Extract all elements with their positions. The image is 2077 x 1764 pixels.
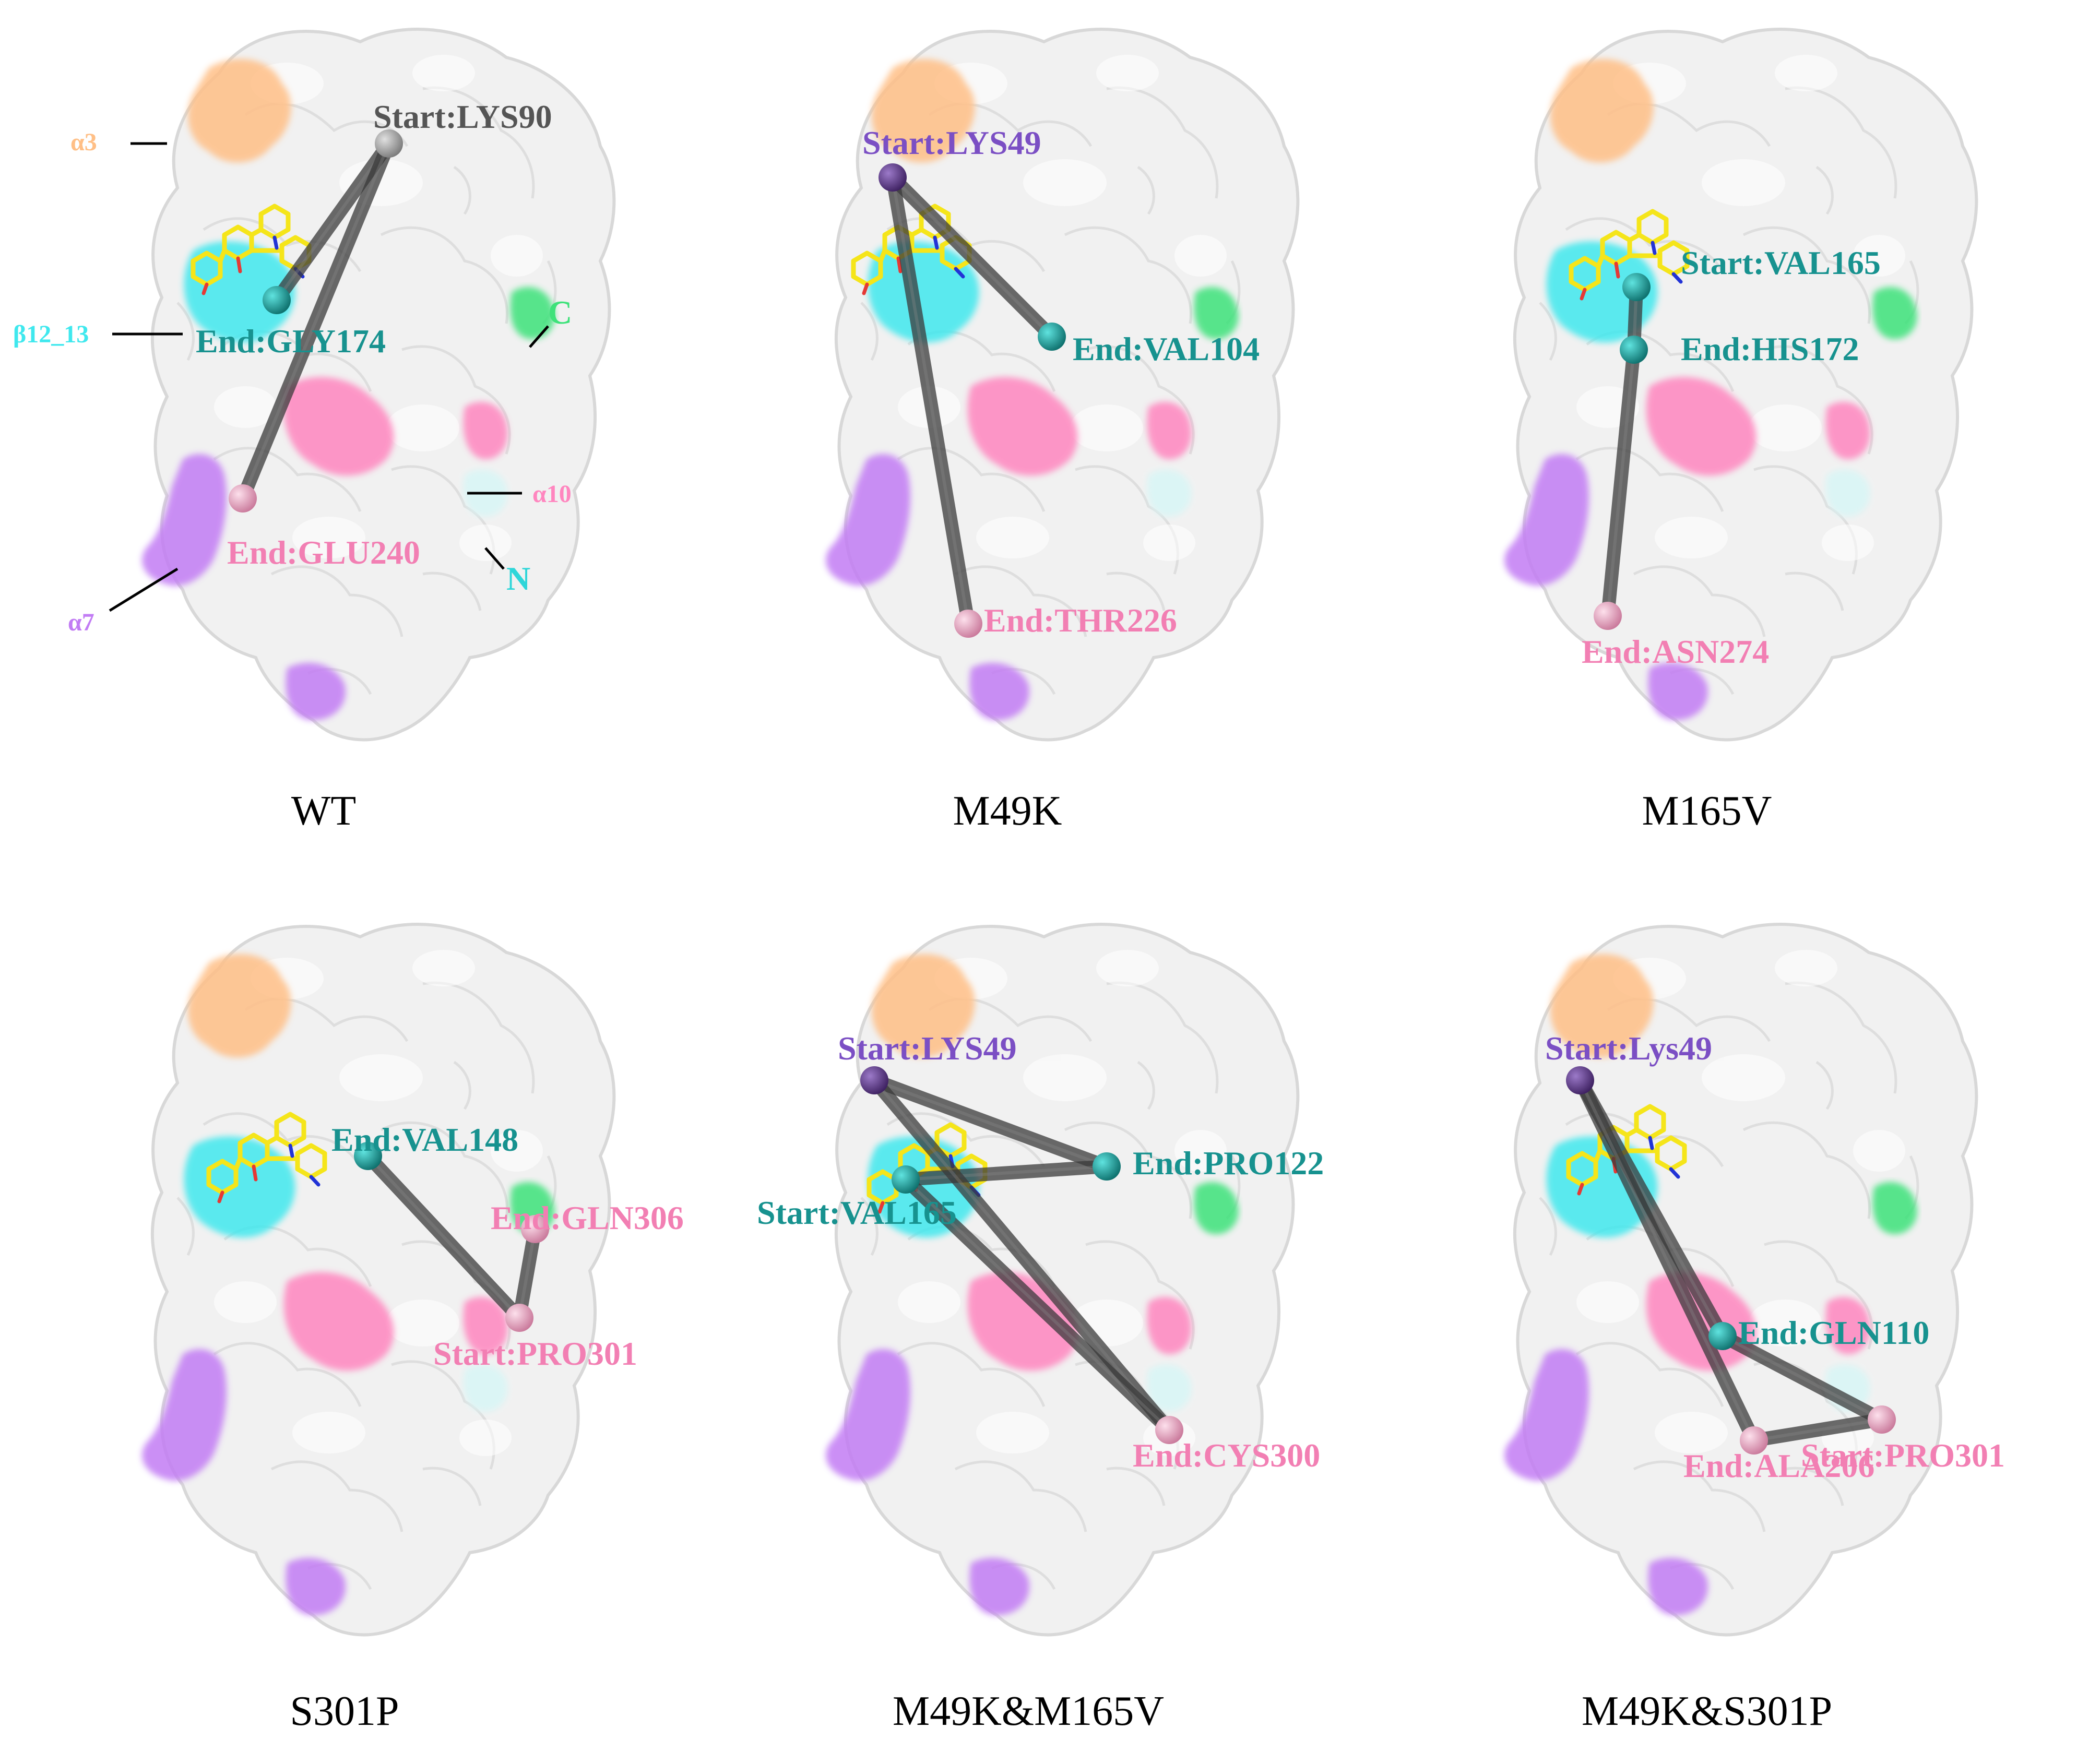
path-edge [513,1222,542,1325]
panel-caption: M49K&M165V [893,1688,1164,1734]
path-edge [361,1149,526,1325]
path-edge-highlight [1578,1079,1755,1442]
panel-6: Start:Lys49 End:GLN110 End:ALA206Start:PRO… [1504,924,2005,1635]
residue-node [860,1066,888,1094]
residue-label: Start:LYS90 [373,98,552,135]
residue-node [229,484,257,512]
residue-node [1868,1405,1896,1434]
path-edge-highlight [873,1079,1171,1432]
path-edge-highlight [873,1079,1108,1168]
path-edge [899,1173,1176,1437]
residue-label: End:GLY174 [196,323,386,360]
beta12-13-label: β12_13 [13,320,89,348]
path-edge [868,1074,1113,1173]
path-edge [886,171,1059,343]
residue-node [1620,336,1648,364]
residue-node [892,1165,920,1194]
residue-label: End:GLN306 [491,1199,684,1236]
residue-label: Start:PRO301 [1801,1437,2005,1474]
residue-node [505,1304,533,1332]
residue-node [1594,602,1622,630]
n-terminus-label: N [506,560,530,597]
path-edge [270,137,396,307]
panel-3: Start:VAL165 End:HIS172 End:ASN274 [1504,29,1976,740]
path-edge-highlight [891,176,1053,338]
residue-label: Start:VAL165 [757,1194,957,1231]
alpha10-label: α10 [532,480,572,508]
panel-caption: M165V [1642,788,1772,834]
path-edge-highlight [275,142,390,302]
alpha7-label-leader [109,567,179,612]
residue-node [1740,1426,1768,1455]
alpha7-label: α7 [68,609,94,636]
residue-label: End:THR226 [984,602,1177,639]
residue-label: End:VAL148 [331,1121,518,1158]
c-terminus-leader [529,325,549,348]
residue-label: End:GLU240 [227,534,420,571]
residue-node [1038,323,1066,351]
path-edge [1747,1413,1889,1447]
path-edge-highlight [241,142,390,500]
path-edge-highlight [904,1165,1108,1181]
path-edge [236,137,396,505]
path-edge-highlight [366,1154,521,1319]
panel-5: Start:LYS49 End:PRO122 Start:VAL165 End:CYS… [757,924,1324,1635]
c-terminus-label: C [548,294,572,331]
residue-node [954,610,982,638]
residue-label: End:HIS172 [1681,330,1859,367]
residue-label: Start:Lys49 [1545,1030,1712,1067]
path-edge-highlight [1752,1418,1883,1442]
residue-label: End:ASN274 [1582,633,1769,670]
n-terminus-leader [484,547,505,570]
residue-label: End:ALA206 [1683,1447,1874,1484]
path-edge [899,1160,1113,1186]
alpha3-label: α3 [70,128,97,156]
residue-label: End:CYS300 [1133,1437,1320,1474]
residue-label: Start:PRO301 [433,1335,637,1372]
path-edge [1601,343,1641,623]
panel-1: Start:LYS90 End:GLY174 End:GLU240 α3 β12_13 α… [13,29,614,740]
residue-node [263,286,291,314]
path-edge-highlight [891,176,970,625]
path-edge-highlight [1721,1334,1883,1421]
residue-node [1622,273,1651,301]
path-edge-highlight [1606,348,1635,617]
path-edge-highlight [518,1227,537,1319]
residue-label: End:PRO122 [1133,1145,1324,1182]
residue-node [879,163,907,192]
residue-node [354,1142,382,1170]
residue-label: Start:LYS49 [838,1030,1017,1067]
residue-label: End:GLN110 [1738,1314,1929,1351]
residue-label: End:VAL104 [1073,330,1260,367]
path-edge [868,1074,1176,1437]
panel-2: Start:LYS49 End:VAL104 End:THR226 [826,29,1298,740]
panel-caption: M49K [953,788,1062,834]
path-edge [1716,1329,1889,1426]
residue-node [375,129,403,158]
panel-caption: WT [291,788,356,834]
path-edge [886,171,975,630]
panels: Start:LYS90 End:GLY174 End:GLU240 α3 β12_13 α… [13,29,2005,1734]
panel-caption: S301P [290,1688,399,1734]
residue-node [1155,1416,1183,1444]
residue-node [1093,1152,1121,1181]
path-edge [1573,1074,1761,1447]
panel-4: End:VAL148 End:GLN306 Start:PRO301 [142,924,684,1635]
residue-label: Start:LYS49 [862,124,1041,161]
panel-caption: M49K&S301P [1582,1688,1832,1734]
residue-node [521,1215,549,1243]
path-edge-highlight [904,1178,1171,1432]
residue-label: Start:VAL165 [1681,244,1881,281]
residue-node [1566,1066,1594,1094]
residue-node [1708,1322,1737,1350]
